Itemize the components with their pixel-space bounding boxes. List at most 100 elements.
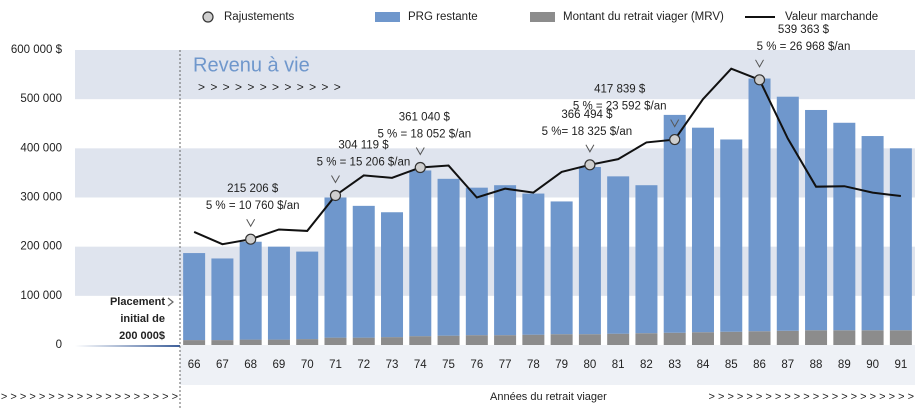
bar bbox=[352, 205, 375, 338]
chevron bbox=[755, 59, 764, 68]
bar bbox=[239, 241, 262, 340]
x-tick-label: 75 bbox=[442, 359, 455, 371]
bar bbox=[805, 109, 828, 331]
bar bbox=[183, 340, 206, 345]
x-tick-label: 81 bbox=[612, 359, 625, 371]
bar bbox=[776, 96, 799, 331]
note-line: initial de bbox=[120, 313, 165, 325]
bar bbox=[409, 336, 432, 345]
bar bbox=[578, 334, 601, 345]
x-tick-label: 87 bbox=[781, 359, 794, 371]
legend-label: PRG restante bbox=[408, 11, 478, 23]
x-tick-label: 80 bbox=[584, 359, 597, 371]
bar bbox=[691, 127, 714, 333]
x-tick-label: 86 bbox=[753, 359, 766, 371]
bar bbox=[748, 331, 771, 345]
value-label: 366 494 $ bbox=[561, 109, 613, 121]
x-tick-label: 68 bbox=[244, 359, 257, 371]
chevron bbox=[670, 119, 680, 128]
bar bbox=[691, 332, 714, 345]
note-line: Placement bbox=[110, 296, 165, 308]
legend-label: Rajustements bbox=[224, 11, 295, 23]
x-tick-label: 88 bbox=[810, 359, 823, 371]
bar bbox=[861, 136, 884, 331]
bar bbox=[381, 212, 404, 338]
rate-label: 5 % = 18 052 $/an bbox=[377, 129, 471, 141]
marker bbox=[329, 189, 342, 202]
legend-swatch bbox=[375, 12, 400, 22]
x-tick-label: 67 bbox=[216, 359, 229, 371]
legend-swatch bbox=[530, 12, 555, 22]
bar bbox=[494, 335, 517, 345]
grid-band bbox=[75, 50, 915, 100]
axis-base bbox=[75, 345, 180, 347]
bar bbox=[635, 333, 658, 345]
x-tick-label: 85 bbox=[725, 359, 738, 371]
x-tick-label: 78 bbox=[527, 359, 540, 371]
x-tick-label: 90 bbox=[866, 359, 879, 371]
x-tick-label: 91 bbox=[894, 359, 907, 371]
bar bbox=[663, 332, 686, 345]
rate-label: 5 % = 23 592 $/an bbox=[573, 101, 667, 113]
title-arrows: > > > > > > > > > > > > bbox=[198, 80, 342, 94]
bar bbox=[409, 170, 432, 337]
legend-label: Valeur marchande bbox=[785, 11, 878, 23]
x-tick-label: 69 bbox=[273, 359, 286, 371]
bar bbox=[635, 185, 658, 334]
x-tick-label: 73 bbox=[386, 359, 399, 371]
bar bbox=[805, 330, 828, 345]
x-tick-label: 89 bbox=[838, 359, 851, 371]
marker bbox=[753, 74, 766, 86]
chevron bbox=[415, 147, 425, 156]
bar bbox=[550, 201, 573, 335]
y-tick-label: 100 000 bbox=[20, 290, 62, 302]
value-label: 539 363 $ bbox=[778, 24, 830, 36]
x-tick-label: 76 bbox=[470, 359, 483, 371]
bar bbox=[720, 331, 743, 345]
x-arrows-left: > > > > > > > > > > > > > > > > > > > > … bbox=[0, 391, 178, 403]
note-line: 200 000$ bbox=[119, 330, 165, 342]
note-arrow bbox=[167, 297, 174, 307]
rate-label: 5 %= 18 325 $/an bbox=[542, 126, 632, 138]
axis-strip bbox=[180, 345, 915, 385]
bar bbox=[889, 330, 912, 345]
bar bbox=[296, 251, 319, 340]
bar bbox=[889, 148, 912, 331]
bar bbox=[239, 339, 262, 345]
bar bbox=[296, 339, 319, 345]
value-label: 361 040 $ bbox=[399, 112, 451, 124]
y-tick-label: 600 000 $ bbox=[11, 44, 63, 56]
x-tick-label: 72 bbox=[357, 359, 370, 371]
bar bbox=[776, 330, 799, 345]
rate-label: 5 % = 26 968 $/an bbox=[757, 41, 851, 53]
marker bbox=[414, 161, 426, 174]
bar bbox=[833, 122, 856, 331]
y-tick-label: 300 000 bbox=[20, 192, 62, 204]
legend-marker bbox=[202, 11, 214, 23]
bar bbox=[748, 78, 771, 332]
bar bbox=[663, 114, 686, 333]
legend-label: Montant du retrait viager (MRV) bbox=[563, 11, 724, 23]
y-tick-label: 400 000 bbox=[20, 142, 62, 154]
bar bbox=[267, 339, 290, 345]
bar bbox=[494, 185, 517, 336]
bar bbox=[465, 187, 488, 336]
bar bbox=[720, 139, 743, 332]
y-tick-label: 500 000 bbox=[20, 93, 62, 105]
x-axis-label: Années du retrait viager bbox=[490, 391, 607, 403]
bar bbox=[381, 337, 404, 345]
bar bbox=[465, 335, 488, 345]
rate-label: 5 % = 10 760 $/an bbox=[206, 200, 300, 212]
chevron bbox=[331, 175, 340, 184]
chevron bbox=[246, 218, 256, 228]
bar bbox=[352, 337, 375, 345]
x-tick-label: 84 bbox=[697, 359, 710, 371]
bar bbox=[522, 334, 545, 345]
value-label: 304 119 $ bbox=[338, 140, 389, 152]
x-tick-label: 71 bbox=[329, 359, 342, 371]
x-tick-label: 66 bbox=[188, 359, 201, 371]
bar bbox=[324, 337, 347, 345]
y-tick-label: 200 000 bbox=[20, 241, 62, 253]
bar bbox=[324, 197, 347, 338]
x-tick-label: 79 bbox=[555, 359, 568, 371]
